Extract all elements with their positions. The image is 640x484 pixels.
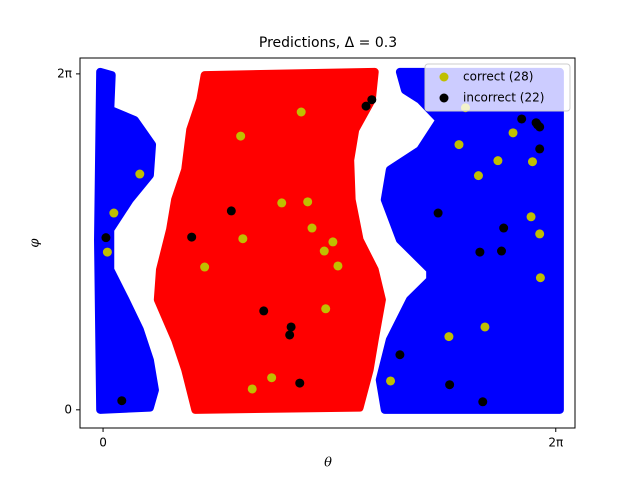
point: [478, 397, 488, 407]
point: [286, 322, 296, 332]
legend-marker: [439, 72, 449, 82]
point: [307, 223, 317, 233]
point: [480, 322, 490, 332]
point: [187, 232, 197, 242]
point: [259, 306, 269, 316]
point: [508, 128, 518, 138]
class-region: [153, 67, 386, 414]
point: [454, 140, 464, 150]
y-tick-label: 2π: [57, 66, 72, 80]
point: [473, 171, 483, 181]
legend-box: [424, 63, 571, 112]
point: [535, 144, 545, 154]
chart-title: Predictions, Δ = 0.3: [259, 35, 397, 51]
point: [101, 233, 111, 243]
point: [109, 208, 119, 218]
point: [200, 262, 210, 272]
point: [267, 373, 277, 383]
point: [303, 197, 313, 207]
point: [533, 120, 543, 130]
x-tick-label: 2π: [548, 436, 563, 450]
class-region: [375, 67, 564, 414]
point: [433, 208, 443, 218]
point: [236, 131, 246, 141]
point: [226, 206, 236, 216]
point: [321, 304, 331, 314]
point: [499, 223, 509, 233]
point: [328, 237, 338, 247]
class-region: [94, 67, 159, 414]
point: [247, 384, 257, 394]
point: [526, 212, 536, 222]
point: [444, 332, 454, 342]
point: [295, 378, 305, 388]
point: [238, 234, 248, 244]
legend-label: incorrect (22): [463, 91, 544, 105]
y-axis-label: φ: [28, 238, 43, 248]
point: [333, 261, 343, 271]
point: [395, 350, 405, 360]
point: [285, 330, 295, 340]
x-axis-label: θ: [324, 456, 332, 471]
point: [361, 101, 371, 111]
point: [493, 156, 503, 166]
point: [527, 157, 537, 167]
point: [535, 229, 545, 239]
point: [497, 246, 507, 256]
point: [135, 169, 145, 179]
point: [102, 247, 112, 257]
point: [367, 95, 377, 105]
point: [277, 198, 287, 208]
point: [445, 380, 455, 390]
plot-frame: [79, 57, 576, 429]
point: [319, 246, 329, 256]
y-tick-label: 0: [64, 402, 72, 416]
point: [535, 273, 545, 283]
point: [117, 396, 127, 406]
legend-marker: [439, 93, 449, 103]
legend-label: correct (28): [463, 70, 533, 84]
point: [475, 247, 485, 257]
point: [386, 376, 396, 386]
x-tick-label: 0: [99, 436, 107, 450]
point: [517, 114, 527, 124]
point: [296, 107, 306, 117]
